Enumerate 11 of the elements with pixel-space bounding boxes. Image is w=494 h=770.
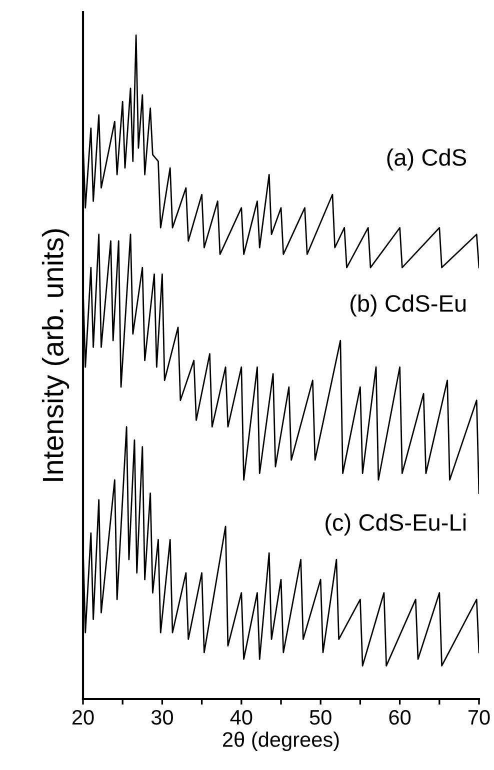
- x-tick-label: 50: [310, 710, 332, 725]
- x-tick-label: 30: [151, 710, 173, 725]
- x-axis-title: 2θ (degrees): [222, 732, 339, 752]
- x-tick-label: 40: [230, 710, 252, 725]
- y-axis-title: Intensity (arb. units): [42, 229, 70, 481]
- x-tick-label: 60: [389, 710, 411, 725]
- text: (a) CdS: [387, 148, 466, 170]
- x-tick-label: 20: [72, 710, 94, 725]
- x-tick-label: 70: [468, 710, 490, 725]
- series-label: (c) CdS-Eu-Li: [326, 514, 466, 536]
- series-label: (b) CdS-Eu: [350, 294, 466, 317]
